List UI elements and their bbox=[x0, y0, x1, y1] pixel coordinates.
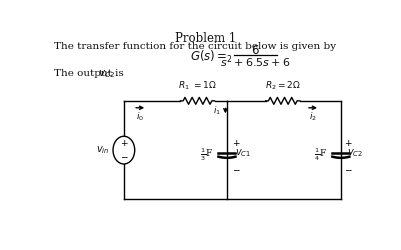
Ellipse shape bbox=[113, 136, 134, 164]
Text: $R_2 = 2\Omega$: $R_2 = 2\Omega$ bbox=[264, 79, 300, 92]
Text: The output is: The output is bbox=[54, 68, 127, 78]
Text: $i_2$: $i_2$ bbox=[308, 110, 316, 122]
Text: $\frac{1}{4}$F: $\frac{1}{4}$F bbox=[313, 146, 326, 163]
Text: $R_1\ =1\Omega$: $R_1\ =1\Omega$ bbox=[178, 79, 216, 92]
Text: $v_{C1}$: $v_{C1}$ bbox=[234, 147, 250, 159]
Text: $v_{C2}$.: $v_{C2}$. bbox=[98, 68, 118, 80]
Text: −: − bbox=[343, 166, 350, 175]
Text: $v_{C2}$: $v_{C2}$ bbox=[346, 147, 362, 159]
Text: The transfer function for the circuit below is given by: The transfer function for the circuit be… bbox=[54, 42, 335, 51]
Text: Problem 1: Problem 1 bbox=[175, 32, 236, 45]
Text: $s^2 + 6.5s + 6$: $s^2 + 6.5s + 6$ bbox=[220, 53, 290, 70]
Text: +: + bbox=[231, 140, 239, 148]
Text: $v_{in}$: $v_{in}$ bbox=[96, 144, 109, 156]
Text: $i_0$: $i_0$ bbox=[136, 110, 144, 122]
Text: $\frac{1}{3}$F: $\frac{1}{3}$F bbox=[199, 146, 213, 163]
Text: −: − bbox=[120, 152, 127, 161]
Text: +: + bbox=[343, 140, 350, 148]
Text: +: + bbox=[120, 140, 127, 148]
Text: $G(s) =$: $G(s) =$ bbox=[189, 48, 227, 63]
Text: −: − bbox=[231, 166, 239, 175]
Text: $6$: $6$ bbox=[251, 44, 259, 57]
Text: $i_1$: $i_1$ bbox=[212, 104, 220, 117]
